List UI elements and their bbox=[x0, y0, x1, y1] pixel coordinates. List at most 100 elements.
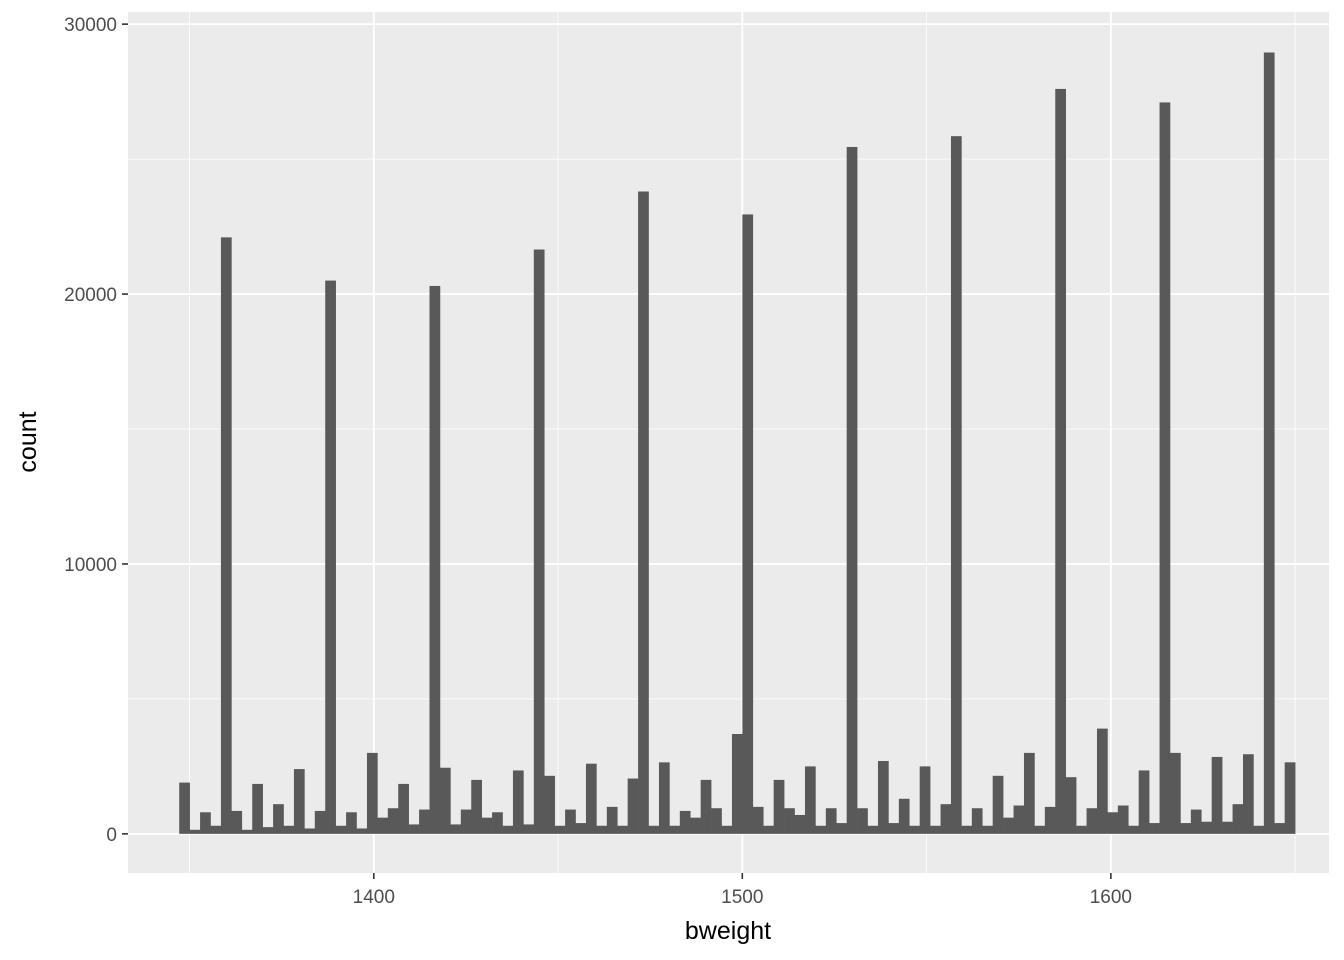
histogram-bar bbox=[585, 763, 597, 834]
histogram-bar bbox=[1076, 825, 1087, 834]
histogram-bar bbox=[909, 825, 920, 834]
histogram-bar bbox=[836, 823, 847, 834]
histogram-bar bbox=[940, 804, 952, 834]
histogram-bar bbox=[262, 827, 274, 834]
histogram-bar bbox=[721, 825, 733, 834]
histogram-bar bbox=[1284, 762, 1296, 834]
histogram-bar bbox=[627, 778, 639, 834]
histogram-bar bbox=[1023, 752, 1035, 834]
histogram-bar bbox=[1169, 752, 1181, 834]
histogram-bar bbox=[825, 808, 837, 834]
histogram-bar bbox=[1065, 777, 1077, 834]
histogram-bar bbox=[679, 810, 691, 834]
histogram-bar bbox=[658, 762, 670, 834]
histogram-bar bbox=[867, 825, 879, 834]
histogram-bar bbox=[1263, 52, 1275, 834]
histogram-bar bbox=[325, 280, 336, 834]
y-tick-label: 20000 bbox=[64, 285, 117, 306]
histogram-bar bbox=[1180, 823, 1192, 834]
histogram-bar bbox=[804, 766, 816, 834]
histogram-bar bbox=[544, 775, 555, 834]
histogram-bar bbox=[982, 825, 993, 834]
histogram-bar bbox=[794, 814, 806, 834]
histogram-bar bbox=[1190, 809, 1202, 834]
histogram-bar bbox=[387, 808, 399, 834]
histogram-bar bbox=[596, 825, 608, 834]
histogram-bar bbox=[502, 825, 514, 834]
y-tick-label: 0 bbox=[106, 825, 117, 846]
histogram-bar bbox=[1253, 825, 1265, 834]
histogram-bar bbox=[335, 825, 347, 834]
histogram-bar bbox=[1201, 821, 1212, 834]
histogram-bar bbox=[471, 779, 482, 834]
histogram-bar bbox=[1013, 805, 1025, 834]
histogram-bar bbox=[784, 808, 795, 834]
histogram-bar bbox=[1232, 804, 1244, 834]
histogram-bar bbox=[731, 734, 743, 834]
histogram-bar bbox=[200, 812, 211, 834]
histogram-bar bbox=[366, 752, 378, 834]
histogram-bar bbox=[1138, 770, 1150, 834]
x-tick-label: 1400 bbox=[353, 887, 395, 908]
histogram-bar bbox=[752, 806, 764, 834]
x-tick-label: 1600 bbox=[1090, 887, 1132, 908]
histogram-bar bbox=[961, 825, 973, 834]
histogram-bar bbox=[429, 285, 441, 834]
histogram-bar bbox=[575, 823, 587, 834]
histogram-bar bbox=[930, 825, 941, 834]
x-axis-title: bweight bbox=[685, 917, 771, 945]
histogram-bar bbox=[711, 808, 722, 834]
histogram-bar bbox=[1159, 102, 1171, 834]
histogram-bar bbox=[419, 809, 430, 834]
y-tick-label: 10000 bbox=[64, 555, 117, 576]
histogram-bar bbox=[846, 146, 858, 834]
histogram-bar bbox=[857, 808, 868, 834]
y-axis-title: count bbox=[14, 411, 42, 472]
histogram-bar bbox=[1128, 825, 1139, 834]
histogram-bar bbox=[283, 825, 295, 834]
histogram-bar bbox=[888, 823, 900, 834]
histogram-bar bbox=[273, 804, 284, 834]
histogram-bar bbox=[460, 809, 472, 834]
histogram-bar bbox=[1055, 88, 1066, 834]
histogram-bar bbox=[533, 249, 545, 834]
histogram-bar bbox=[606, 806, 618, 834]
histogram-bar bbox=[1242, 754, 1254, 834]
histogram-bar bbox=[763, 825, 774, 834]
histogram-bar bbox=[241, 829, 253, 834]
histogram-bar bbox=[231, 810, 243, 834]
histogram-bar bbox=[1107, 812, 1119, 834]
histogram-bar bbox=[189, 829, 201, 834]
histogram-bar bbox=[1222, 821, 1233, 834]
histogram-bar bbox=[950, 136, 962, 834]
histogram-bar bbox=[877, 760, 889, 834]
histogram-bar bbox=[293, 769, 305, 834]
plot-panel bbox=[128, 12, 1329, 873]
histogram-bar bbox=[523, 824, 535, 834]
histogram-bar bbox=[669, 825, 681, 834]
histogram-bar bbox=[210, 825, 222, 834]
histogram-bar bbox=[492, 812, 503, 834]
histogram-bar bbox=[377, 817, 389, 834]
histogram-bar bbox=[690, 817, 701, 834]
histogram-bar bbox=[700, 779, 712, 834]
histogram-bar bbox=[638, 191, 649, 834]
histogram-bar bbox=[1149, 823, 1160, 834]
histogram-bar bbox=[1117, 805, 1129, 834]
histogram-bar bbox=[304, 828, 316, 834]
histogram-bar bbox=[617, 825, 628, 834]
x-tick-label: 1500 bbox=[721, 887, 763, 908]
histogram-bar bbox=[220, 237, 232, 834]
histogram-bar bbox=[356, 828, 368, 834]
histogram-bar bbox=[179, 782, 190, 834]
histogram-bar bbox=[1086, 808, 1098, 834]
histogram-bar bbox=[1274, 823, 1286, 834]
histogram-bar bbox=[565, 809, 576, 834]
histogram-bar bbox=[971, 808, 983, 834]
histogram-bar bbox=[648, 825, 660, 834]
y-tick-label: 30000 bbox=[64, 15, 117, 36]
y-axis: 0 10000 20000 30000 bbox=[64, 15, 128, 846]
histogram-bar bbox=[314, 810, 326, 834]
histogram-bar bbox=[1211, 756, 1223, 834]
histogram-bar bbox=[898, 798, 910, 834]
